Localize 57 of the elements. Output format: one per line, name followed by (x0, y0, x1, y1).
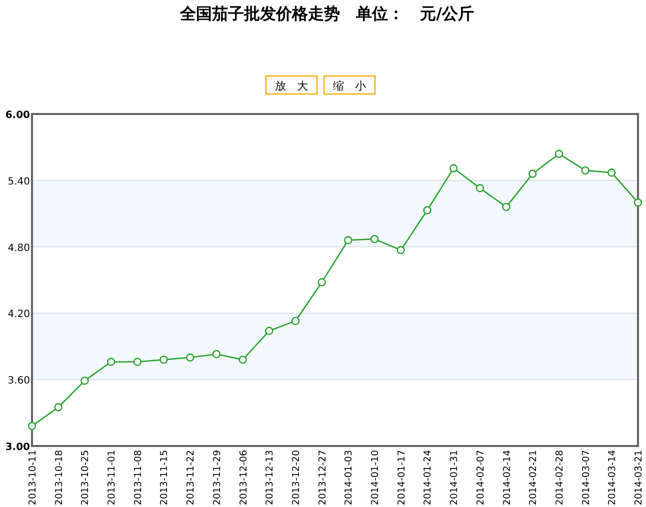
x-tick-label: 2014-01-10 (370, 450, 382, 506)
x-tick-label: 2013-10-25 (80, 450, 92, 506)
point (396, 246, 405, 254)
x-tick-label: 2013-12-13 (264, 450, 276, 506)
point (370, 234, 379, 244)
x-tick-label: 2014-02-14 (502, 450, 513, 506)
y-tick-label: 4.20 (8, 309, 30, 320)
x-tick-label: 2014-03-07 (580, 450, 592, 506)
x-tick-label: 2014-01-03 (344, 450, 355, 506)
text: 放 大 (275, 80, 308, 92)
point (344, 236, 352, 244)
x-tick-label: 2013-11-01 (106, 450, 118, 506)
point (54, 403, 62, 412)
point (318, 278, 326, 286)
x-tick-label: 2014-02-21 (528, 450, 540, 506)
x-tick-label: 2013-12-20 (290, 450, 302, 506)
y-tick-label: 5.40 (8, 176, 30, 188)
text: 缩 小 (333, 80, 366, 92)
point (291, 316, 300, 326)
x-tick-label: 2013-11-22 (186, 450, 197, 506)
point (80, 376, 89, 385)
point (238, 356, 247, 364)
point (554, 150, 564, 158)
point (28, 422, 36, 430)
x-tick-label: 2013-11-29 (212, 450, 223, 506)
point (212, 350, 221, 358)
x-tick-label: 2013-11-15 (159, 450, 170, 506)
point (160, 356, 168, 364)
chart-title: 全国茄子批发价格走势 单位： 元/公斤 (179, 4, 474, 23)
point (581, 166, 590, 175)
point (502, 202, 510, 212)
x-tick-label: 2013-11-08 (132, 450, 144, 506)
y-tick-label: 3.60 (8, 376, 30, 387)
point (449, 164, 458, 172)
x-tick-label: 2014-02-28 (554, 450, 566, 506)
x-tick-label: 2014-01-31 (449, 450, 460, 506)
x-tick-label: 2013-10-18 (54, 450, 65, 506)
point (106, 358, 116, 366)
point (528, 170, 537, 178)
x-tick-label: 2014-03-21 (634, 450, 644, 506)
y-tick-label: 6.00 (5, 110, 30, 121)
point (133, 358, 142, 366)
x-tick-label: 2014-03-14 (607, 450, 618, 506)
y-tick-label: 4.80 (8, 242, 30, 254)
point (186, 353, 194, 362)
point (265, 326, 274, 336)
point (634, 198, 642, 207)
y-tick-label: 3.00 (5, 442, 30, 453)
x-tick-label: 2014-02-07 (475, 450, 486, 506)
point (476, 184, 484, 192)
x-tick-label: 2014-01-17 (396, 450, 408, 506)
x-tick-label: 2014-01-24 (422, 450, 434, 506)
point (608, 168, 616, 177)
x-tick-label: 2013-12-06 (238, 450, 250, 506)
x-tick-label: 2013-12-27 (317, 450, 328, 506)
point (423, 206, 432, 214)
x-tick-label: 2013-10-11 (28, 450, 38, 506)
